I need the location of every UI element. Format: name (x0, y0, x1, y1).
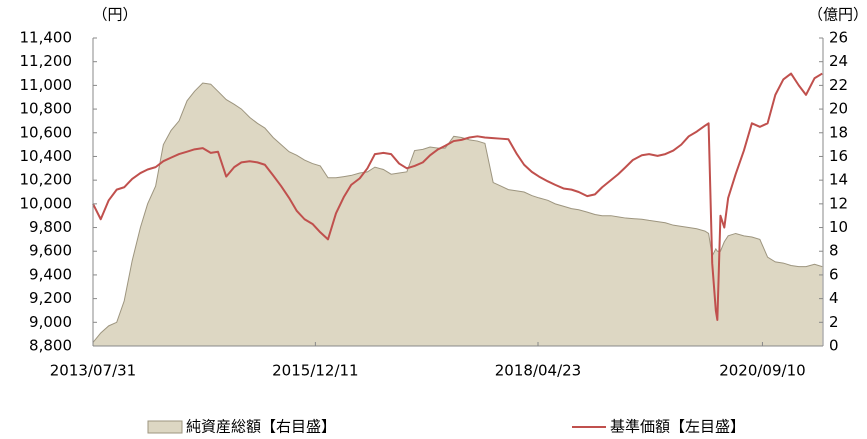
x-tick-label: 2015/12/11 (272, 362, 358, 380)
legend-swatch (147, 420, 183, 434)
y2-tick-label: 8 (829, 242, 839, 260)
legend-label: 基準価額【左目盛】 (610, 418, 745, 436)
y-tick-label: 9,400 (29, 265, 72, 283)
axes: 8,800 9,000 9,200 9,400 9,600 9,800 10,000 10,2… (20, 29, 849, 380)
y2-tick-label: 22 (829, 76, 848, 94)
y2-tick-label: 26 (829, 29, 848, 47)
y2-tick-label: 16 (829, 147, 848, 165)
legend: 純資産総額【右目盛】 基準価額【左目盛】 (147, 418, 745, 436)
y2-tick-label: 12 (829, 194, 848, 212)
x-tick-label: 2020/09/10 (719, 362, 805, 380)
y-tick-label: 9,600 (29, 242, 72, 260)
y-tick-label: 9,000 (29, 313, 72, 331)
y2-tick-label: 24 (829, 52, 848, 70)
y2-axis-label: （億円） (808, 6, 867, 24)
x-tick-label: 2013/07/31 (50, 362, 136, 380)
y-tick-label: 11,000 (20, 76, 73, 94)
y2-tick-label: 14 (829, 171, 848, 189)
y-tick-label: 10,800 (20, 100, 73, 118)
line (92, 72, 823, 321)
y-tick-label: 10,200 (20, 171, 73, 189)
y2-tick-label: 0 (829, 337, 839, 355)
area-fill (93, 83, 823, 347)
y-tick-label: 8,800 (29, 337, 72, 355)
y2-tick-label: 2 (829, 313, 839, 331)
y-tick-label: 9,800 (29, 218, 72, 236)
y2-tick-label: 18 (829, 123, 848, 141)
y-tick-label: 9,200 (29, 289, 72, 307)
y-axis-label: （円） (92, 6, 137, 24)
y-tick-label: 11,400 (20, 29, 73, 47)
y2-tick-label: 6 (829, 265, 839, 283)
y2-tick-label: 10 (829, 218, 848, 236)
y-tick-label: 11,200 (20, 52, 73, 70)
legend-label: 純資産総額【右目盛】 (186, 418, 336, 436)
y2-tick-label: 4 (829, 289, 839, 307)
y-tick-label: 10,000 (20, 194, 73, 212)
y2-tick-label: 20 (829, 100, 848, 118)
x-tick-label: 2018/04/23 (495, 362, 581, 380)
y-tick-label: 10,600 (20, 123, 73, 141)
y-tick-label: 10,400 (20, 147, 73, 165)
plot-area (92, 72, 823, 347)
area-edge (92, 82, 823, 343)
